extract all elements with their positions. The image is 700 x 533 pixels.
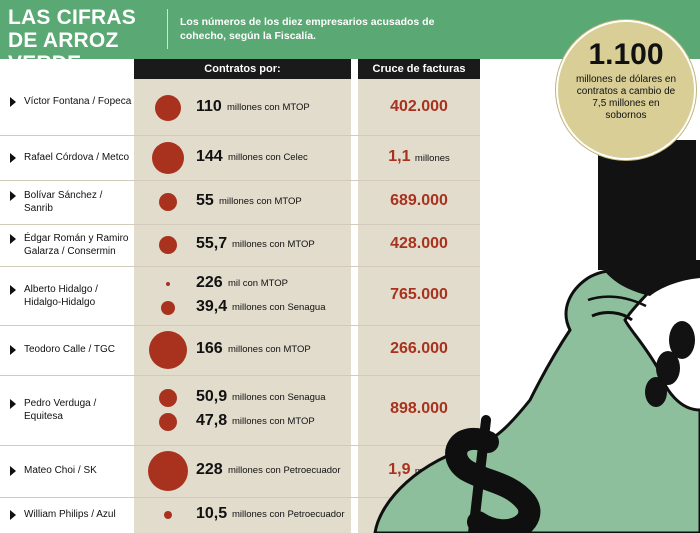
contract-bubble	[159, 389, 177, 407]
contract-detail: millones con Petroecuador	[232, 509, 345, 520]
invoice-value: 689.000	[390, 192, 448, 209]
contract-amount: 226	[196, 273, 223, 291]
invoices-column-header: Cruce de facturas	[358, 59, 480, 79]
title-divider	[167, 9, 168, 49]
row-name: William Philips / Azul	[24, 509, 116, 520]
contract-bubble	[159, 236, 177, 254]
row-separator	[0, 180, 480, 181]
contract-amount: 10,5	[196, 505, 228, 522]
row-separator	[0, 325, 480, 326]
contract-detail: millones con MTOP	[228, 344, 311, 355]
invoice-value: 765.000	[390, 285, 448, 303]
contract-amount: 47,8	[196, 412, 228, 429]
row-name: Édgar Román y Ramiro Galarza / Consermin	[24, 233, 129, 257]
dollar-sign-icon	[445, 415, 541, 533]
row-name: Rafael Córdova / Metco	[24, 151, 130, 163]
contract-bubble	[148, 451, 188, 491]
contract-bubble	[159, 193, 177, 211]
row-name: Pedro Verduga / Equitesa	[24, 398, 97, 422]
contract-detail: millones con Petroecuador	[228, 465, 341, 476]
invoice-unit: millones	[414, 152, 450, 164]
invoice-total: 689.000	[358, 192, 480, 210]
contract-detail: millones con Senagua	[232, 301, 326, 313]
contract-amount: 144	[196, 147, 223, 165]
row-arrow-icon	[10, 345, 16, 355]
invoice-value: 428.000	[390, 235, 448, 252]
row-arrow-icon	[10, 234, 16, 244]
contract-bubble	[155, 94, 181, 121]
invoice-total: 402.000	[358, 98, 480, 116]
invoice-value: 1,1	[388, 147, 411, 165]
row-arrow-icon	[10, 399, 16, 409]
row-arrow-icon	[10, 152, 16, 163]
invoice-value: 1,9	[388, 461, 411, 478]
invoice-value: 266.000	[390, 340, 448, 357]
contract-amount: 55	[196, 192, 214, 209]
row-name: Víctor Fontana / Fopeca	[24, 95, 132, 107]
contract-amount: 39,4	[196, 297, 228, 315]
invoice-total: 266.000	[358, 340, 480, 358]
money-bag-icon	[373, 260, 700, 533]
contract-detail: millones con Senagua	[232, 392, 326, 403]
contract-bubble	[166, 281, 170, 286]
contract-detail: millones con MTOP	[232, 239, 315, 250]
contract-amount: 228	[196, 461, 223, 478]
row-name: Alberto Hidalgo / Hidalgo-Hidalgo	[24, 283, 98, 308]
row-separator	[0, 266, 480, 267]
row-arrow-icon	[10, 510, 16, 520]
contract-bubble	[152, 141, 184, 174]
contract-bubble	[159, 413, 177, 431]
contract-detail: millones con MTOP	[219, 196, 302, 207]
contract-amount: 110	[196, 97, 222, 115]
invoice-total: 765.000	[358, 286, 480, 304]
invoice-value: 402.000	[390, 97, 448, 115]
contract-bubble	[149, 331, 187, 369]
row-arrow-icon	[10, 191, 16, 201]
row-separator	[0, 224, 480, 225]
row-separator	[0, 445, 480, 446]
row-name: Mateo Choi / SK	[24, 465, 97, 476]
contract-bubble	[164, 511, 172, 519]
row-separator	[0, 497, 480, 498]
contract-amount: 50,9	[196, 388, 228, 405]
total-amount-badge: 1.100 millones de dólares en contratos a…	[556, 20, 696, 160]
invoice-total: 898.000	[358, 400, 480, 418]
badge-text: millones de dólares en contratos a cambi…	[575, 74, 677, 121]
row-separator	[0, 135, 480, 136]
row-name: Bolívar Sánchez / Sanrib	[24, 190, 103, 214]
contract-amount: 55,7	[196, 235, 228, 252]
contract-detail: millones con Celec	[228, 151, 308, 163]
invoice-total: 1,1 millones	[358, 148, 480, 166]
contract-bubble	[161, 300, 175, 315]
row-arrow-icon	[10, 96, 16, 107]
contract-detail: millones con MTOP	[227, 101, 310, 113]
contract-detail: mil con MTOP	[228, 277, 289, 289]
contract-detail: millones con MTOP	[232, 416, 315, 427]
contract-amount: 166	[196, 340, 223, 357]
badge-number: 1.100	[588, 38, 664, 71]
row-arrow-icon	[10, 466, 16, 476]
page-subtitle: Los números de los diez empresarios acus…	[180, 16, 435, 42]
invoice-total: 428.000	[358, 235, 480, 253]
row-name: Teodoro Calle / TGC	[24, 344, 115, 355]
page-title: LAS CIFRAS DE ARROZ VERDE	[8, 6, 136, 75]
invoice-value: 898.000	[390, 400, 448, 417]
contracts-column-header: Contratos por:	[134, 59, 351, 79]
row-separator	[0, 375, 480, 376]
suit-sleeve	[598, 140, 696, 270]
row-arrow-icon	[10, 284, 16, 295]
